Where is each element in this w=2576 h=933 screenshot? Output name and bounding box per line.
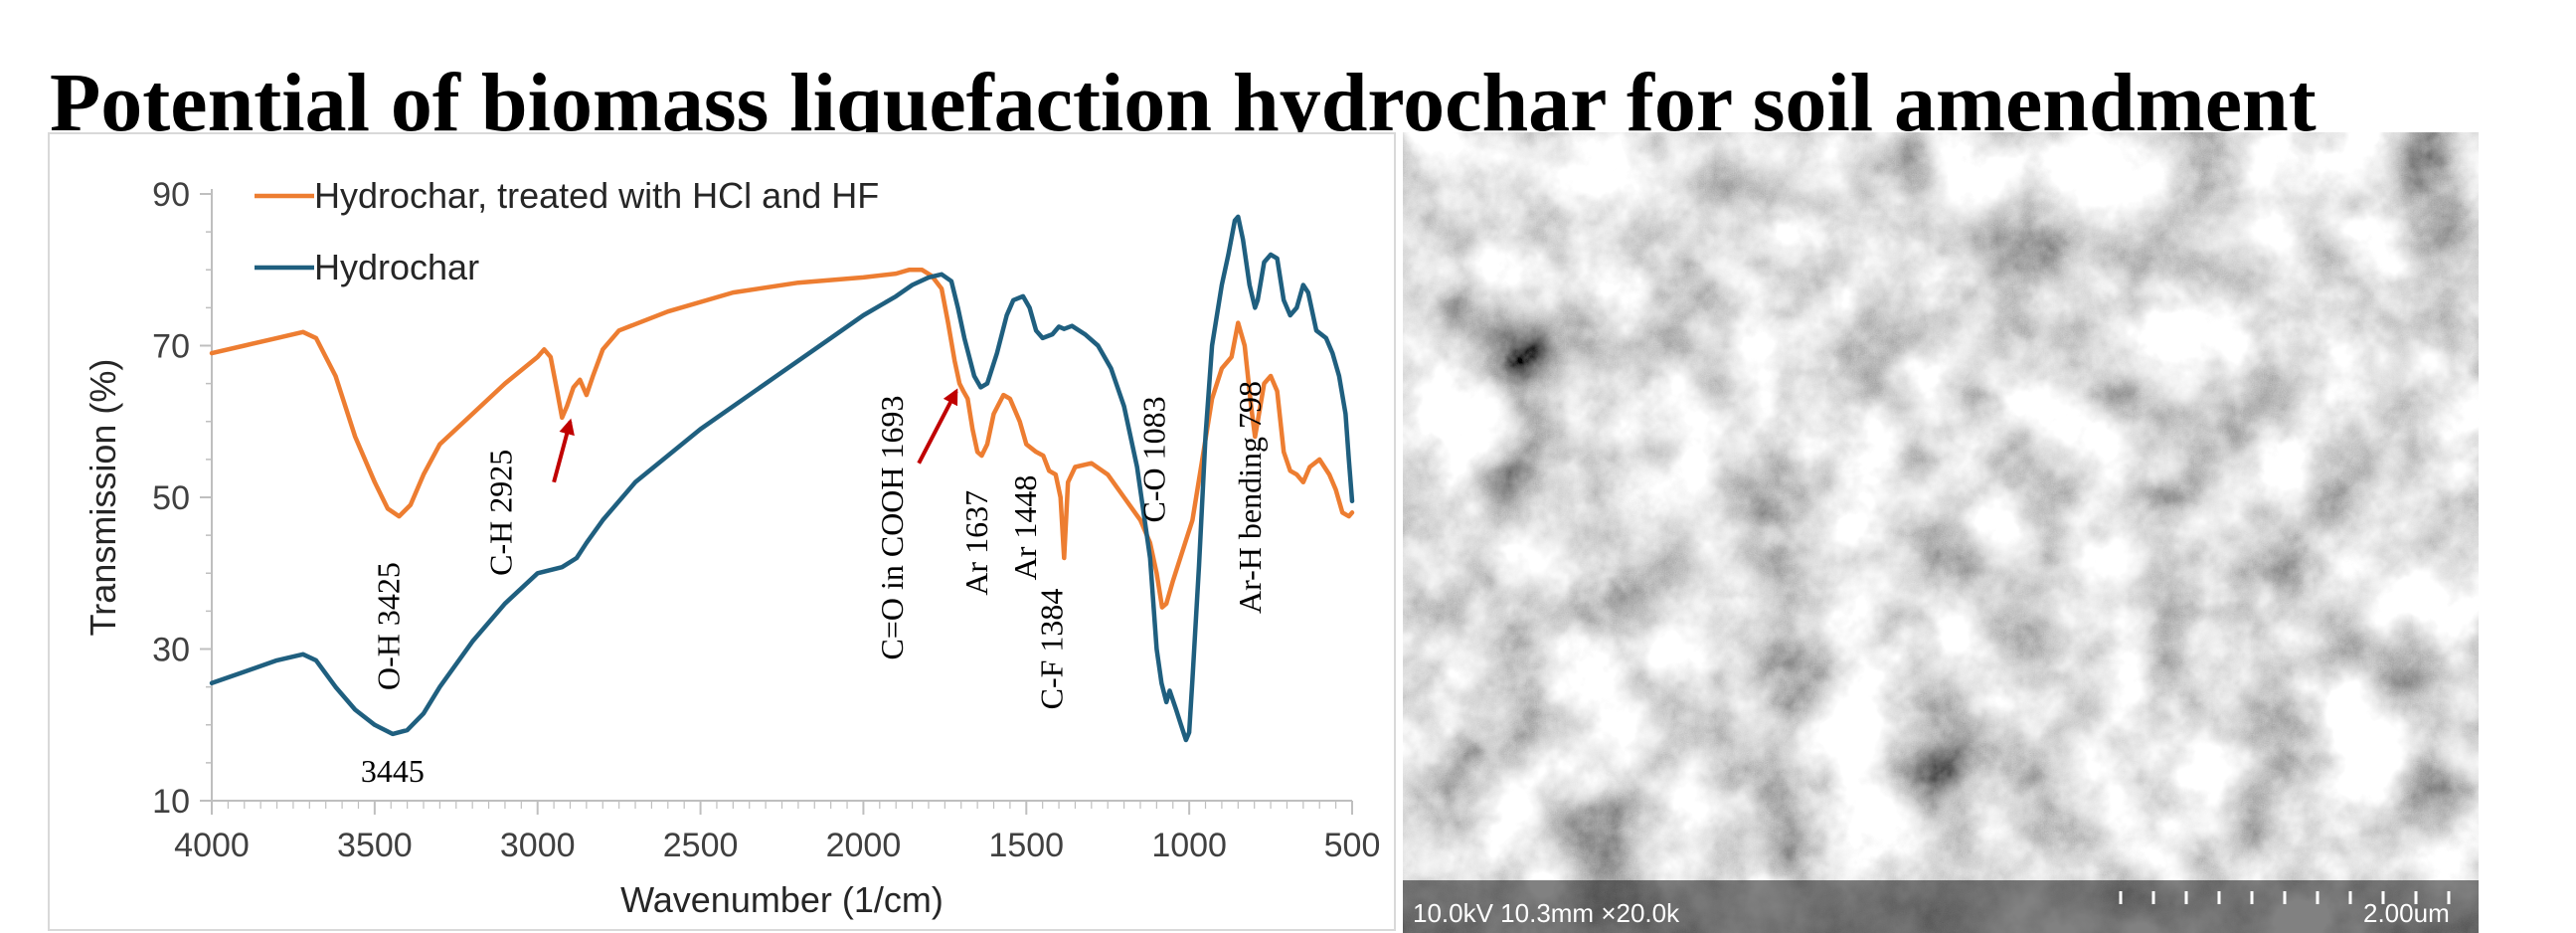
legend-label-hydrochar: Hydrochar xyxy=(314,247,479,287)
y-axis-title: Transmission (%) xyxy=(83,359,123,637)
sem-micrograph: 10.0kV 10.3mm ×20.0k 2.00um xyxy=(1403,132,2479,933)
x-tick-label: 2500 xyxy=(663,827,739,864)
sem-scale-bar xyxy=(2119,891,2451,904)
peak-annotation: 3445 xyxy=(361,753,425,789)
x-tick-label: 4000 xyxy=(174,827,250,864)
sem-acquisition-info: 10.0kV 10.3mm ×20.0k xyxy=(1413,898,1680,928)
legend-label-hydrochar-treated: Hydrochar, treated with HCl and HF xyxy=(314,175,879,216)
y-tick-label: 50 xyxy=(152,479,190,517)
x-tick-label: 2000 xyxy=(826,827,902,864)
peak-annotation: O-H 3425 xyxy=(370,562,406,690)
slide-title: Potential of biomass liquefaction hydroc… xyxy=(50,62,2317,136)
peak-annotation: C-H 2925 xyxy=(483,450,519,576)
ftir-chart: 10 30 50 70 90 4000 3500 3000 2500 2000 1500 1000 50… xyxy=(83,175,1381,920)
peak-annotation: Ar 1448 xyxy=(1007,475,1043,581)
x-tick-label: 500 xyxy=(1324,827,1381,864)
peak-annotation: C-F 1384 xyxy=(1033,589,1069,710)
y-tick-label: 90 xyxy=(152,176,190,214)
series-line-hydrochar xyxy=(209,214,1355,743)
x-axis-title: Wavenumber (1/cm) xyxy=(620,879,944,920)
red-arrow xyxy=(552,418,575,483)
y-tick-label: 30 xyxy=(152,632,190,669)
x-tick-label: 3500 xyxy=(337,827,413,864)
red-arrow xyxy=(917,388,958,465)
sem-scale-label: 2.00um xyxy=(2363,898,2450,928)
peak-annotation: C-O 1083 xyxy=(1136,396,1172,522)
x-tick-label: 3000 xyxy=(500,827,576,864)
peak-annotation: Ar 1637 xyxy=(958,490,994,596)
y-tick-label: 10 xyxy=(152,783,190,821)
peak-annotation: C=O in COOH 1693 xyxy=(874,395,910,659)
peak-annotation: Ar-H bending 798 xyxy=(1232,381,1268,614)
series-line-hydrochar-treated xyxy=(209,268,1355,610)
x-tick-label: 1000 xyxy=(1151,827,1227,864)
y-tick-label: 70 xyxy=(152,328,190,366)
x-tick-label: 1500 xyxy=(988,827,1064,864)
ftir-chart-panel: 10 30 50 70 90 4000 3500 3000 2500 2000 1500 1000 50… xyxy=(48,132,1396,931)
